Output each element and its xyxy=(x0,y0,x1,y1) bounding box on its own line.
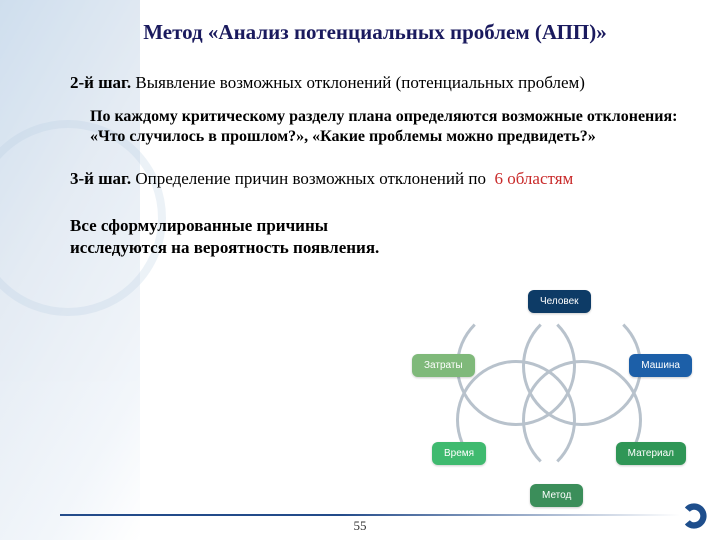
footer-rule xyxy=(60,514,680,516)
step-3: 3-й шаг. Определение причин возможных от… xyxy=(70,169,680,189)
body-paragraph: Все сформулированные причины исследуются… xyxy=(70,215,410,259)
step-3-text: Определение причин возможных отклонений … xyxy=(135,169,486,188)
node-method: Метод xyxy=(530,484,583,507)
slide-content: Метод «Анализ потенциальных проблем (АПП… xyxy=(0,0,720,259)
node-person: Человек xyxy=(528,290,591,313)
slide-title: Метод «Анализ потенциальных проблем (АПП… xyxy=(70,20,680,45)
step-2-text: Выявление возможных отклонений (потенциа… xyxy=(135,73,585,92)
node-time: Время xyxy=(432,442,486,465)
page-number: 55 xyxy=(0,518,720,534)
node-material: Материал xyxy=(616,442,686,465)
step-3-label: 3-й шаг. xyxy=(70,169,131,188)
corner-logo-icon xyxy=(680,502,708,530)
step-2: 2-й шаг. Выявление возможных отклонений … xyxy=(70,73,680,93)
step-2-detail: По каждому критическому разделу плана оп… xyxy=(90,107,680,147)
node-machine: Машина xyxy=(629,354,692,377)
step-3-highlight: 6 областям xyxy=(494,169,573,188)
node-costs: Затраты xyxy=(412,354,475,377)
step-2-label: 2-й шаг. xyxy=(70,73,131,92)
six-areas-diagram: Человек Затраты Машина Время Материал Ме… xyxy=(410,292,690,502)
